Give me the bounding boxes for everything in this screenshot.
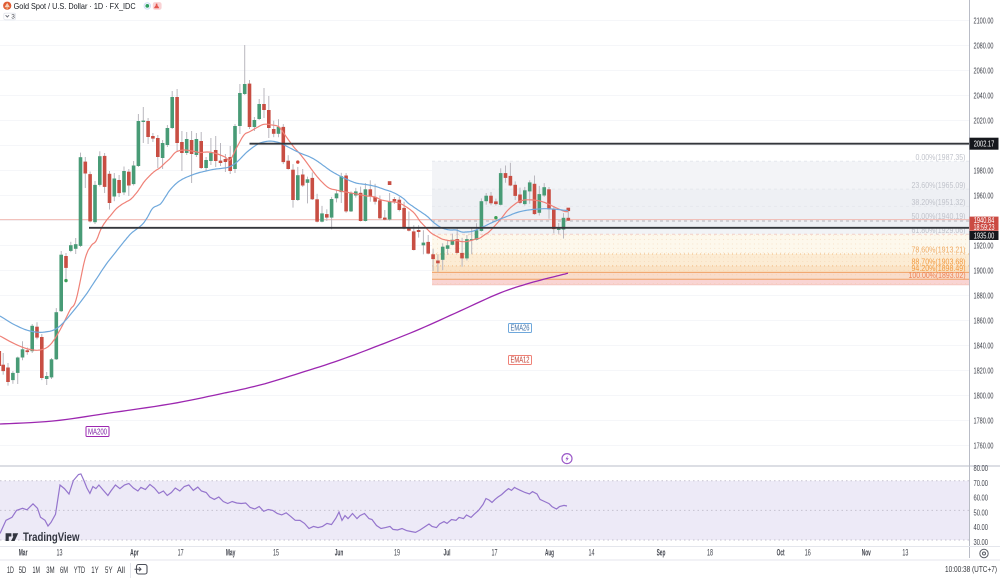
svg-text:14: 14	[589, 547, 595, 557]
svg-text:YTD: YTD	[74, 565, 86, 575]
svg-text:Sep: Sep	[657, 547, 666, 557]
svg-text:Gold Spot / U.S. Dollar · 1D ·: Gold Spot / U.S. Dollar · 1D · FX_IDC	[14, 1, 136, 11]
svg-text:EMA26: EMA26	[511, 323, 530, 332]
svg-text:78.60%(1913.21): 78.60%(1913.21)	[912, 246, 966, 255]
svg-text:1820.00: 1820.00	[974, 366, 994, 376]
svg-text:1840.00: 1840.00	[974, 341, 994, 351]
svg-text:Apr: Apr	[130, 547, 139, 557]
svg-text:60.00: 60.00	[974, 493, 989, 503]
svg-text:30.00: 30.00	[974, 537, 989, 547]
svg-text:19: 19	[394, 547, 400, 557]
svg-text:1960.00: 1960.00	[974, 191, 994, 201]
svg-text:88.70%(1903.68): 88.70%(1903.68)	[912, 258, 966, 267]
svg-text:50.00%(1940.19): 50.00%(1940.19)	[912, 212, 966, 221]
svg-text:2040.00: 2040.00	[974, 91, 994, 101]
svg-text:80.00: 80.00	[974, 463, 989, 473]
svg-text:1880.00: 1880.00	[974, 291, 994, 301]
svg-text:61.80%(1929.06): 61.80%(1929.06)	[912, 226, 966, 235]
svg-text:18: 18	[707, 547, 713, 557]
svg-text:13: 13	[57, 547, 63, 557]
svg-text:2100.00: 2100.00	[974, 16, 994, 26]
svg-text:1940.84: 1940.84	[974, 215, 995, 225]
svg-text:13: 13	[902, 547, 908, 557]
svg-text:3: 3	[11, 13, 15, 20]
svg-text:50.00: 50.00	[974, 507, 989, 517]
svg-text:1900.00: 1900.00	[974, 266, 994, 276]
svg-text:1920.00: 1920.00	[974, 241, 994, 251]
svg-text:17: 17	[492, 547, 498, 557]
svg-text:1760.00: 1760.00	[974, 441, 994, 451]
svg-text:1780.00: 1780.00	[974, 416, 994, 426]
svg-text:Aug: Aug	[545, 547, 554, 557]
svg-text:100.00%(1893.02): 100.00%(1893.02)	[909, 271, 966, 280]
svg-text:1860.00: 1860.00	[974, 316, 994, 326]
svg-text:5Y: 5Y	[105, 565, 113, 575]
svg-text:1D: 1D	[7, 565, 14, 575]
svg-text:1800.00: 1800.00	[974, 391, 994, 401]
svg-text:23.60%(1965.09): 23.60%(1965.09)	[912, 181, 966, 190]
svg-text:2020.00: 2020.00	[974, 116, 994, 126]
svg-text:May: May	[226, 547, 236, 557]
svg-text:16: 16	[805, 547, 811, 557]
svg-text:2060.00: 2060.00	[974, 66, 994, 76]
svg-text:15: 15	[273, 547, 279, 557]
svg-text:0.00%(1987.35): 0.00%(1987.35)	[916, 153, 966, 162]
svg-text:1M: 1M	[32, 565, 40, 575]
svg-text:1980.00: 1980.00	[974, 166, 994, 176]
svg-text:2080.00: 2080.00	[974, 41, 994, 51]
svg-text:70.00: 70.00	[974, 478, 989, 488]
svg-text:40.00: 40.00	[974, 522, 989, 532]
svg-text:Jul: Jul	[444, 547, 451, 557]
svg-text:18:59:23: 18:59:23	[974, 223, 995, 232]
svg-text:6M: 6M	[60, 565, 68, 575]
svg-text:1Y: 1Y	[91, 565, 99, 575]
svg-text:17: 17	[178, 547, 184, 557]
svg-text:94.20%(1898.49): 94.20%(1898.49)	[912, 264, 966, 273]
svg-text:38.20%(1951.32): 38.20%(1951.32)	[912, 198, 966, 207]
svg-text:TradingView: TradingView	[23, 532, 80, 544]
svg-text:MA200: MA200	[88, 427, 107, 436]
svg-text:2002.17: 2002.17	[974, 139, 995, 149]
svg-text:Jun: Jun	[335, 547, 344, 557]
svg-text:5D: 5D	[19, 565, 27, 575]
svg-text:Mar: Mar	[19, 547, 28, 557]
svg-text:1935.00: 1935.00	[974, 230, 995, 240]
svg-text:Oct: Oct	[777, 547, 785, 557]
svg-text:All: All	[117, 565, 125, 575]
svg-text:EMA12: EMA12	[511, 355, 530, 364]
svg-text:3M: 3M	[46, 565, 54, 575]
svg-text:Nov: Nov	[862, 547, 871, 557]
svg-text:10:00:38 (UTC+7): 10:00:38 (UTC+7)	[945, 564, 997, 574]
